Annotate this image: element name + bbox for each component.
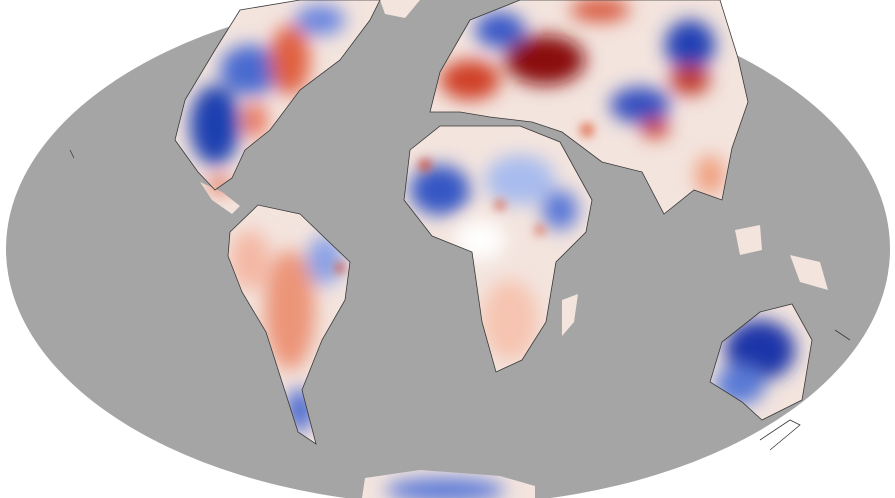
blob	[670, 65, 710, 95]
blob	[270, 25, 310, 95]
coast	[403, 125, 593, 373]
blob	[230, 230, 270, 290]
blob	[570, 0, 630, 22]
blob	[475, 12, 525, 48]
blob	[725, 320, 795, 380]
blob	[385, 478, 505, 498]
coastlines	[69, 0, 851, 451]
coast	[429, 0, 749, 215]
coast	[174, 0, 381, 191]
blob	[307, 235, 343, 285]
blob	[243, 102, 267, 138]
coast	[759, 419, 801, 451]
speck	[580, 123, 594, 137]
blob	[695, 155, 725, 195]
coast	[709, 303, 813, 421]
blob	[220, 45, 280, 95]
coast	[69, 149, 75, 159]
blob	[665, 20, 715, 70]
coast	[834, 329, 851, 341]
speck	[419, 159, 431, 171]
blob	[410, 165, 470, 215]
blob	[641, 118, 669, 138]
blob	[440, 60, 500, 100]
blob	[295, 5, 345, 35]
speck	[535, 225, 545, 235]
anomaly-blobs	[190, 0, 795, 498]
blob	[482, 280, 538, 360]
speck	[335, 263, 345, 273]
speck	[495, 200, 505, 210]
blob	[610, 87, 670, 123]
blob	[542, 190, 578, 230]
anomaly-specks	[335, 123, 594, 273]
blob	[485, 155, 555, 205]
coast	[227, 204, 351, 445]
blob	[265, 250, 315, 370]
blob	[505, 35, 585, 85]
blob	[190, 85, 240, 165]
